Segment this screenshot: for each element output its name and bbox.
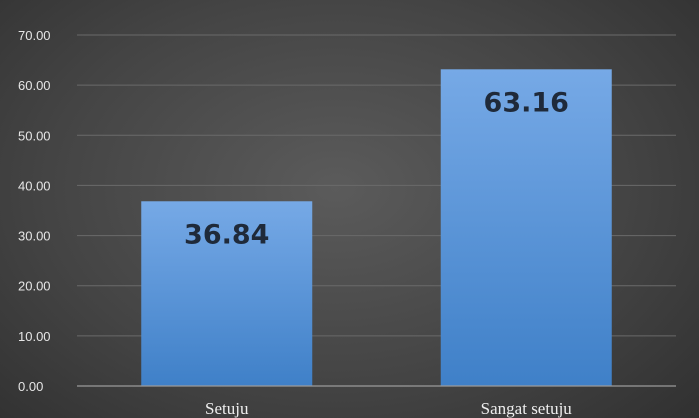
data-label: 36.84 xyxy=(184,219,269,250)
y-tick-label: 60.00 xyxy=(18,78,51,93)
bars xyxy=(141,69,612,386)
bar-sangat-setuju xyxy=(440,69,612,386)
y-tick-label: 40.00 xyxy=(18,178,51,193)
y-tick-label: 0.00 xyxy=(18,379,43,394)
y-tick-label: 10.00 xyxy=(18,329,51,344)
data-labels: 36.84 63.16 xyxy=(184,87,569,250)
x-category-label: Setuju xyxy=(205,399,249,418)
category-labels: Setuju Sangat setuju xyxy=(205,399,572,418)
bar-setuju xyxy=(141,201,313,386)
x-category-label: Sangat setuju xyxy=(481,399,573,418)
y-axis-ticks: 0.00 10.00 20.00 30.00 40.00 50.00 60.00 70.00 xyxy=(18,28,51,394)
y-tick-label: 30.00 xyxy=(18,229,51,244)
y-tick-label: 50.00 xyxy=(18,128,51,143)
y-tick-label: 70.00 xyxy=(18,28,51,43)
y-tick-label: 20.00 xyxy=(18,279,51,294)
data-label: 63.16 xyxy=(484,87,569,118)
